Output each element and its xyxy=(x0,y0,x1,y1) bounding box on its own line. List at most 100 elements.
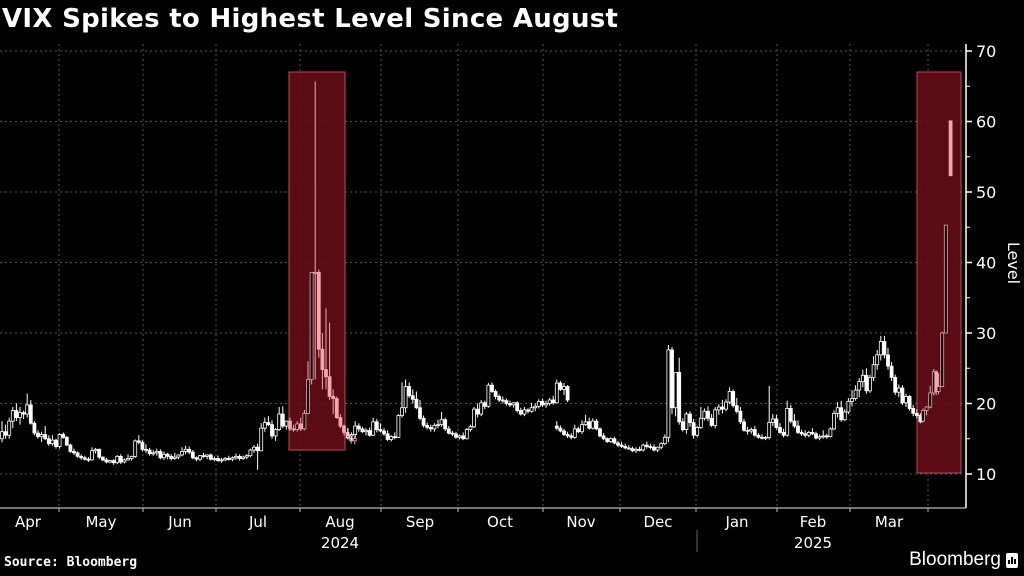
candle-body xyxy=(140,441,145,450)
candle-body xyxy=(425,424,430,428)
candle-body xyxy=(796,425,800,433)
candle-body xyxy=(569,435,574,438)
candle-body xyxy=(414,398,419,409)
candle-body xyxy=(180,451,184,456)
candle-body xyxy=(403,386,408,409)
candle-body xyxy=(338,417,343,427)
month-label-jul: Jul xyxy=(248,513,267,531)
candle-body xyxy=(472,408,476,428)
month-label-sep: Sep xyxy=(406,513,434,531)
candle-body xyxy=(461,435,466,440)
candle-body xyxy=(75,452,80,457)
candle-body xyxy=(118,455,123,463)
year-label-2024: 2024 xyxy=(321,534,359,552)
candle-body xyxy=(924,406,929,411)
month-label-dec: Dec xyxy=(643,513,672,531)
bloomberg-logo: Bloomberg xyxy=(909,549,1018,571)
candle-body xyxy=(183,448,188,452)
candle-body xyxy=(767,422,772,438)
candle-body xyxy=(486,384,491,407)
candle-body xyxy=(144,448,148,451)
candle-body xyxy=(756,434,761,438)
y-tick-label-50: 50 xyxy=(976,183,996,202)
candle-body xyxy=(158,451,163,459)
month-label-feb: Feb xyxy=(800,513,827,531)
candle-body xyxy=(644,444,649,447)
candle-body xyxy=(7,420,12,436)
candle-body xyxy=(313,271,318,274)
candle-body xyxy=(385,433,390,440)
candle-body xyxy=(864,374,869,392)
candle-body xyxy=(655,446,660,451)
candle-body xyxy=(428,427,433,430)
candle-body xyxy=(547,399,552,404)
candle-body xyxy=(320,348,325,371)
candle-body xyxy=(360,428,365,433)
candle-body xyxy=(770,418,775,423)
candle-body xyxy=(529,407,534,412)
candle-body xyxy=(691,422,696,436)
candle-body xyxy=(3,431,8,436)
candle-body xyxy=(911,408,916,414)
candle-body xyxy=(248,449,253,457)
candle-body xyxy=(652,446,656,451)
candle-body xyxy=(72,451,76,454)
candle-body xyxy=(882,341,887,356)
candle-body xyxy=(353,425,358,435)
candle-body xyxy=(853,389,858,399)
month-label-apr: Apr xyxy=(15,513,42,531)
candle-body xyxy=(734,405,739,412)
candle-body xyxy=(21,412,26,415)
candle-body xyxy=(810,432,815,435)
candle-body xyxy=(774,418,779,428)
candle-body xyxy=(788,408,793,422)
candle-body xyxy=(857,381,862,391)
candle-body xyxy=(745,429,750,432)
candle-body xyxy=(90,450,94,461)
candle-body xyxy=(309,271,314,380)
candle-body xyxy=(475,408,480,415)
candle-body xyxy=(147,449,152,454)
y-tick-label-30: 30 xyxy=(976,324,996,343)
candle-body xyxy=(468,426,473,430)
candle-body xyxy=(875,354,880,366)
candle-body xyxy=(291,428,296,431)
candle-body xyxy=(731,391,736,407)
candle-body xyxy=(482,402,487,407)
candle-body xyxy=(392,436,397,439)
candle-body xyxy=(216,458,220,462)
candle-body xyxy=(490,384,494,392)
candle-body xyxy=(900,387,905,404)
candle-body xyxy=(129,455,134,459)
candle-body xyxy=(277,413,282,430)
y-axis-title: Level xyxy=(1004,242,1023,284)
candle-body xyxy=(43,434,48,440)
candle-body xyxy=(677,372,682,423)
month-label-jan: Jan xyxy=(724,513,748,531)
candle-body xyxy=(108,460,112,463)
candle-body xyxy=(270,424,274,437)
candle-body xyxy=(298,423,303,430)
candle-body xyxy=(371,421,376,436)
candle-body xyxy=(860,374,865,383)
candle-body xyxy=(536,400,541,407)
candle-body xyxy=(565,434,570,437)
candle-body xyxy=(18,412,22,419)
candle-body xyxy=(943,224,948,334)
chart-title: VIX Spikes to Highest Level Since August xyxy=(2,4,619,34)
candle-body xyxy=(850,398,854,402)
candle-body xyxy=(500,399,505,402)
candle-body xyxy=(57,434,62,447)
candle-body xyxy=(464,429,469,440)
month-label-nov: Nov xyxy=(566,513,595,531)
candle-body xyxy=(616,442,620,446)
candle-body xyxy=(364,429,368,433)
candle-body xyxy=(562,430,566,435)
candle-body xyxy=(25,404,30,415)
month-label-oct: Oct xyxy=(487,513,513,531)
candle-body xyxy=(50,439,55,445)
candle-body xyxy=(176,454,181,458)
candle-body xyxy=(702,410,707,419)
candle-body xyxy=(136,440,141,443)
candle-body xyxy=(230,457,235,460)
